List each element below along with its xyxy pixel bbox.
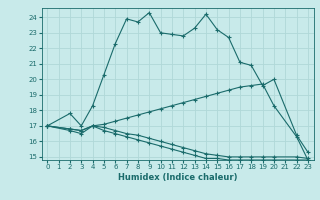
X-axis label: Humidex (Indice chaleur): Humidex (Indice chaleur) [118, 173, 237, 182]
